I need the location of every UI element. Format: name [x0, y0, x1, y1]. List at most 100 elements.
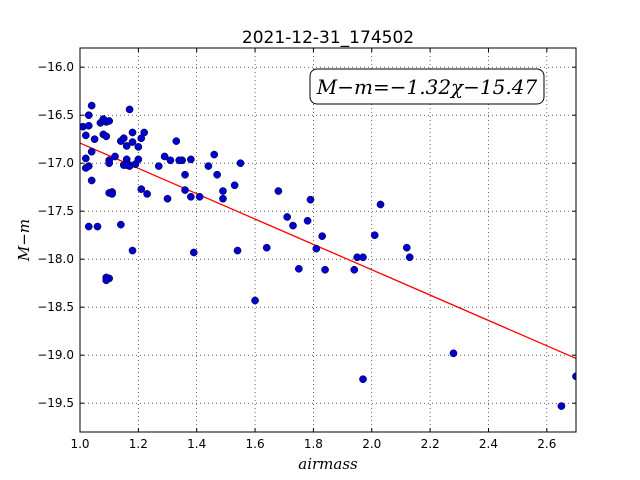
data-point	[128, 138, 137, 146]
data-point	[105, 117, 114, 125]
data-point	[350, 265, 359, 274]
data-point	[163, 194, 172, 203]
x-tick-label: 2.6	[537, 437, 556, 451]
data-point	[122, 161, 131, 169]
y-tick-label: −18.0	[37, 252, 74, 266]
fit-line	[79, 142, 577, 360]
data-point	[137, 185, 146, 193]
data-point	[370, 231, 379, 240]
data-point	[557, 402, 566, 410]
data-point	[84, 121, 93, 130]
y-tick-label: −18.5	[37, 300, 74, 314]
x-tick-label: 1.4	[187, 437, 206, 451]
data-point	[87, 101, 96, 110]
x-axis-label: airmass	[298, 455, 358, 473]
data-point	[181, 170, 189, 179]
equation-box: M−m=−1.32χ−15.47	[309, 68, 545, 105]
data-point	[102, 132, 111, 141]
data-point	[321, 265, 329, 274]
data-point	[108, 190, 116, 198]
data-point	[87, 176, 96, 185]
data-points	[80, 101, 576, 410]
chart-title: 2021-12-31_174502	[242, 28, 414, 48]
x-tick-label: 2.0	[362, 437, 381, 451]
data-point	[405, 253, 414, 262]
data-point	[219, 194, 227, 203]
data-point	[376, 200, 385, 209]
data-point	[105, 159, 114, 168]
data-point	[449, 349, 458, 358]
data-point	[219, 187, 227, 195]
equation-text: M−m=−1.32χ−15.47	[316, 75, 538, 99]
data-point	[143, 190, 151, 198]
data-point	[166, 156, 175, 165]
data-point	[306, 195, 315, 204]
x-tick-label: 2.2	[421, 437, 440, 451]
y-tick-label: −16.5	[37, 108, 74, 122]
data-point	[213, 170, 221, 179]
data-point	[119, 134, 128, 143]
data-point	[128, 128, 137, 137]
data-point	[262, 243, 271, 252]
data-point	[251, 296, 259, 305]
data-point	[90, 135, 99, 144]
axis-ticks: 1.0 1.2 1.4 1.6 1.8 2.0 2.2 2.4 2.6 −16.0 −16.5 −17…	[37, 48, 576, 451]
data-point	[572, 372, 576, 381]
data-point	[125, 105, 134, 114]
x-tick-label: 2.4	[479, 437, 498, 451]
data-point	[128, 246, 137, 255]
data-point	[294, 264, 303, 273]
data-point	[181, 186, 189, 194]
data-point	[111, 152, 119, 161]
data-point	[154, 162, 163, 170]
data-point	[102, 276, 111, 285]
data-point	[134, 143, 143, 151]
y-tick-label: −17.5	[37, 204, 74, 218]
data-point	[312, 244, 321, 253]
y-tick-label: −19.5	[37, 396, 74, 410]
data-point	[187, 155, 195, 164]
y-tick-label: −16.0	[37, 60, 74, 74]
data-point	[81, 131, 90, 140]
data-point	[131, 160, 140, 169]
data-point	[303, 216, 312, 225]
data-point	[160, 152, 169, 161]
plot-frame	[79, 47, 577, 433]
data-point	[236, 159, 245, 168]
data-point	[81, 164, 90, 172]
y-axis-label: M−m	[15, 219, 33, 262]
data-point	[230, 181, 239, 190]
y-tick-label: −19.0	[37, 348, 74, 362]
data-point	[84, 222, 93, 231]
x-tick-label: 1.8	[304, 437, 323, 451]
data-point	[140, 128, 149, 137]
x-tick-label: 1.0	[70, 437, 89, 451]
data-point	[172, 137, 181, 145]
data-point	[81, 154, 90, 163]
data-point	[175, 156, 184, 165]
data-point	[84, 111, 93, 120]
data-point	[189, 248, 198, 257]
data-point	[195, 192, 204, 201]
data-point	[359, 375, 367, 384]
data-point	[93, 222, 102, 231]
data-point	[210, 150, 219, 159]
data-point	[289, 221, 297, 230]
data-point	[359, 253, 367, 262]
data-point	[122, 142, 131, 150]
data-point	[318, 232, 327, 241]
data-point	[116, 220, 125, 229]
fit-line-group	[79, 142, 577, 360]
data-point	[204, 162, 213, 170]
equation-box-frame	[309, 68, 545, 105]
x-tick-label: 1.6	[246, 437, 265, 451]
data-point	[283, 213, 292, 221]
data-point	[233, 246, 242, 255]
data-point	[274, 187, 283, 195]
data-point	[187, 192, 195, 201]
data-point	[402, 243, 411, 252]
y-tick-label: −17.0	[37, 156, 74, 170]
grid	[79, 48, 576, 432]
x-tick-label: 1.2	[129, 437, 148, 451]
